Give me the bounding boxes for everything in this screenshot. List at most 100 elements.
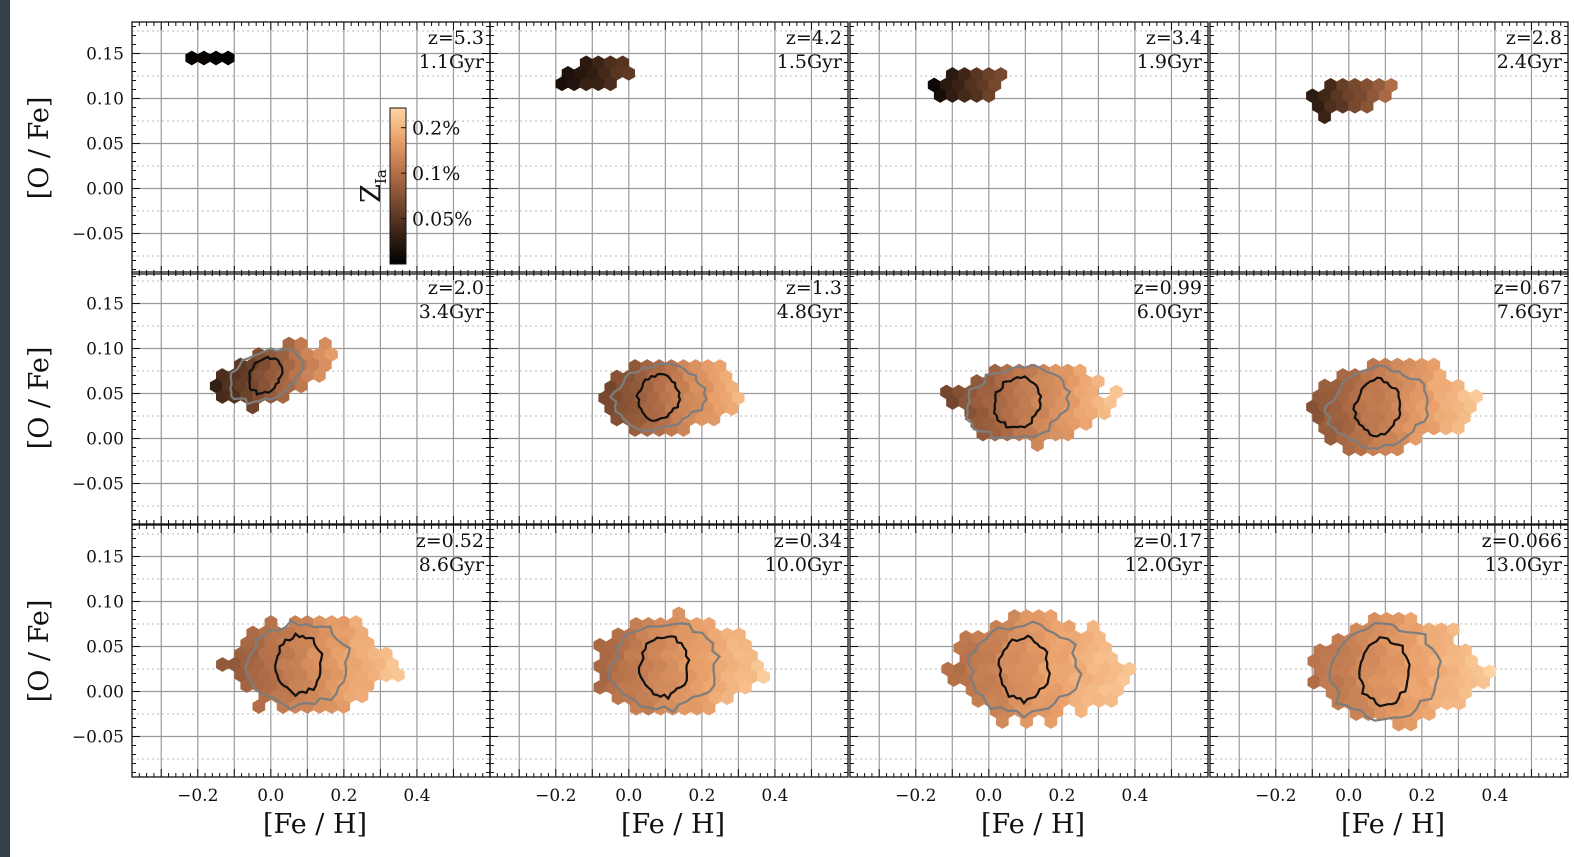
redshift-label: z=5.3 — [428, 27, 484, 49]
panel-frame — [849, 524, 1209, 778]
hexbin-cell — [1061, 426, 1075, 442]
contour-inner — [1352, 376, 1402, 438]
y-axis-label: [O / Fe] — [24, 97, 55, 200]
y-tick-label: 0.15 — [86, 45, 124, 65]
contour-outer — [964, 363, 1072, 440]
panel-frame — [1209, 271, 1569, 525]
x-tick-label: 0.0 — [1335, 786, 1362, 806]
contour-inner — [635, 372, 682, 422]
x-tick-label: −0.2 — [177, 786, 218, 806]
colorbar-label-subscript: Ia — [372, 169, 390, 184]
ticks — [1210, 525, 1568, 777]
panel-7: z=0.996.0Gyr — [849, 271, 1209, 525]
contour-outer — [229, 347, 305, 406]
redshift-label: z=1.3 — [786, 277, 842, 299]
hexbin-cell — [1378, 88, 1392, 104]
panel-frame — [489, 524, 849, 778]
colorbar-label-main: Z — [356, 184, 387, 203]
hexbin-cell — [337, 699, 351, 714]
y-tick-label: 0.10 — [86, 593, 124, 613]
y-tick-label: 0.00 — [86, 683, 124, 703]
age-label: 8.6Gyr — [419, 554, 485, 576]
contour-outer — [1323, 364, 1430, 450]
grid — [850, 22, 1208, 274]
age-label: 7.6Gyr — [1497, 301, 1563, 323]
age-label: 13.0Gyr — [1485, 554, 1563, 576]
y-tick-label: 0.15 — [86, 548, 124, 568]
hexbin-cloud — [555, 55, 636, 92]
panel-frame — [1209, 524, 1569, 778]
hexbin-cell — [1105, 693, 1118, 708]
panel-8: z=0.677.6Gyr — [1209, 271, 1569, 525]
x-tick-label: −0.2 — [895, 786, 936, 806]
x-tick-label: 0.4 — [403, 786, 430, 806]
hexbin-cell — [604, 76, 617, 92]
hexbin-cell — [391, 667, 405, 683]
age-label: 2.4Gyr — [1497, 51, 1563, 73]
x-tick-label: 0.4 — [1121, 786, 1148, 806]
ticks — [850, 272, 1208, 524]
panel-frame — [489, 271, 849, 525]
x-tick-label: 0.4 — [1481, 786, 1508, 806]
grid — [132, 22, 490, 274]
hexbin-cell — [221, 50, 235, 66]
ticks — [490, 272, 848, 524]
redshift-label: z=0.34 — [774, 530, 842, 552]
x-tick-label: −0.2 — [535, 786, 576, 806]
redshift-label: z=0.52 — [416, 530, 484, 552]
redshift-label: z=0.17 — [1134, 530, 1202, 552]
contour-inner — [992, 375, 1043, 429]
y-tick-label: 0.10 — [86, 340, 124, 360]
age-label: 12.0Gyr — [1125, 554, 1203, 576]
hexbin-cell — [1079, 416, 1093, 431]
hexbin-cell — [252, 699, 266, 714]
age-label: 4.8Gyr — [777, 301, 843, 323]
ticks — [1210, 272, 1568, 524]
age-label: 1.9Gyr — [1137, 51, 1203, 73]
hexbin-cell — [355, 688, 369, 704]
hexbin-cell — [1044, 714, 1058, 729]
colorbar-tick-label: 0.2% — [412, 118, 460, 140]
hexbin-cell — [738, 679, 752, 695]
age-label: 3.4Gyr — [419, 301, 485, 323]
x-tick-label: 0.0 — [615, 786, 642, 806]
y-tick-label: 0.00 — [86, 430, 124, 450]
hexbin-cell — [294, 378, 308, 394]
redshift-label: z=0.066 — [1482, 530, 1562, 552]
hexbin-cell — [677, 422, 690, 437]
x-axis-label: [Fe / H] — [981, 809, 1085, 840]
hexbin-cell — [707, 411, 721, 427]
panel-9: z=0.528.6Gyr 0.15 0.10 0.05 0.00 −0.05 [O / Fe… — [24, 524, 491, 840]
x-axis-label: [Fe / H] — [621, 809, 725, 840]
hexbin-cell — [1409, 431, 1422, 446]
hexbin-cell — [622, 65, 636, 81]
redshift-label: z=0.67 — [1494, 277, 1562, 299]
y-tick-label: 0.00 — [86, 180, 124, 200]
panel-frame — [1209, 21, 1569, 275]
contour-inner — [273, 631, 324, 698]
colorbar-gradient — [389, 107, 407, 265]
age-label: 1.1Gyr — [419, 51, 485, 73]
contour-inner — [248, 355, 284, 396]
contour-outer — [1328, 621, 1442, 722]
x-axis-label: [Fe / H] — [1341, 809, 1445, 840]
contour-inner — [1358, 636, 1411, 708]
grid — [1210, 22, 1568, 274]
x-tick-label: 0.2 — [330, 786, 357, 806]
colorbar: 0.2% 0.1% 0.05% ZIa — [356, 107, 472, 265]
hexbin-cell — [720, 690, 734, 706]
y-tick-label: 0.05 — [86, 385, 124, 405]
ticks — [132, 272, 490, 524]
hexbin-cell — [276, 389, 290, 404]
x-tick-label: −0.2 — [1255, 786, 1296, 806]
y-tick-label: −0.05 — [72, 728, 124, 748]
y-tick-label: 0.05 — [86, 638, 124, 658]
hexbin-cell — [995, 714, 1009, 729]
contour-outer — [606, 622, 722, 714]
hexbin-cell — [702, 700, 716, 716]
y-axis-label: [O / Fe] — [24, 347, 55, 450]
colorbar-tick-label: 0.05% — [412, 209, 472, 231]
grid — [490, 22, 848, 274]
